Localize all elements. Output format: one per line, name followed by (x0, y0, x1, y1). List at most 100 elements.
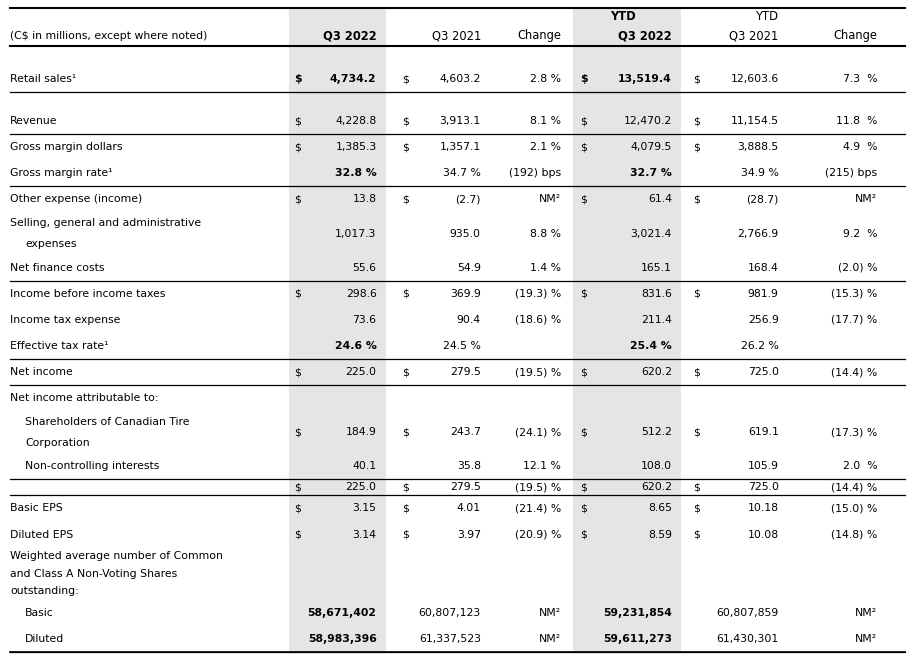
Text: 243.7: 243.7 (450, 427, 481, 437)
Text: 60,807,123: 60,807,123 (419, 608, 481, 618)
Text: 4,734.2: 4,734.2 (330, 74, 377, 84)
Text: $: $ (402, 142, 409, 152)
Text: Effective tax rate¹: Effective tax rate¹ (10, 341, 109, 351)
Text: $: $ (402, 289, 409, 299)
Text: 12,470.2: 12,470.2 (623, 117, 672, 126)
Text: $: $ (580, 117, 588, 126)
Text: $: $ (294, 367, 302, 377)
Text: 12.1 %: 12.1 % (524, 461, 561, 471)
Text: $: $ (580, 289, 588, 299)
Text: $: $ (402, 427, 409, 437)
Text: 61,430,301: 61,430,301 (717, 634, 779, 644)
Text: 34.9 %: 34.9 % (741, 168, 779, 178)
Text: 10.18: 10.18 (748, 503, 779, 514)
Text: 8.1 %: 8.1 % (530, 117, 561, 126)
Text: 10.08: 10.08 (748, 530, 779, 540)
Text: 24.5 %: 24.5 % (443, 341, 481, 351)
Text: 73.6: 73.6 (353, 315, 377, 325)
Text: 11.8  %: 11.8 % (836, 117, 877, 126)
Text: $: $ (693, 367, 700, 377)
Text: 90.4: 90.4 (457, 315, 481, 325)
Text: $: $ (294, 503, 302, 514)
Text: Basic: Basic (25, 608, 54, 618)
Text: Net income: Net income (10, 367, 73, 377)
Text: (2.0) %: (2.0) % (838, 263, 877, 273)
Text: $: $ (294, 427, 302, 437)
Text: $: $ (294, 74, 302, 84)
Text: 8.65: 8.65 (648, 503, 672, 514)
Text: 32.7 %: 32.7 % (630, 168, 672, 178)
Text: $: $ (693, 427, 700, 437)
Text: (19.3) %: (19.3) % (515, 289, 561, 299)
Text: NM²: NM² (539, 608, 561, 618)
Text: 981.9: 981.9 (748, 289, 779, 299)
Text: 725.0: 725.0 (748, 483, 779, 493)
Text: 7.3  %: 7.3 % (843, 74, 877, 84)
Text: $: $ (294, 195, 302, 205)
Text: 25.4 %: 25.4 % (630, 341, 672, 351)
Text: 24.6 %: 24.6 % (335, 341, 377, 351)
Text: $: $ (402, 530, 409, 540)
Text: (20.9) %: (20.9) % (515, 530, 561, 540)
Text: Other expense (income): Other expense (income) (10, 195, 143, 205)
Text: 256.9: 256.9 (748, 315, 779, 325)
Text: 34.7 %: 34.7 % (443, 168, 481, 178)
Bar (573, 8, 681, 652)
Text: 512.2: 512.2 (641, 427, 672, 437)
Text: 225.0: 225.0 (345, 367, 377, 377)
Text: Net income attributable to:: Net income attributable to: (10, 393, 158, 403)
Text: 3,021.4: 3,021.4 (631, 228, 672, 238)
Text: 11,154.5: 11,154.5 (730, 117, 779, 126)
Text: 3.97: 3.97 (457, 530, 481, 540)
Text: Q3 2021: Q3 2021 (431, 30, 481, 42)
Text: Weighted average number of Common: Weighted average number of Common (10, 551, 223, 561)
Text: 2,766.9: 2,766.9 (738, 228, 779, 238)
Text: $: $ (580, 367, 588, 377)
Text: 40.1: 40.1 (353, 461, 377, 471)
Text: 58,983,396: 58,983,396 (308, 634, 377, 644)
Text: 58,671,402: 58,671,402 (308, 608, 377, 618)
Text: $: $ (294, 117, 302, 126)
Text: Basic EPS: Basic EPS (10, 503, 63, 514)
Text: $: $ (693, 483, 700, 493)
Text: (19.5) %: (19.5) % (515, 367, 561, 377)
Text: 59,611,273: 59,611,273 (603, 634, 672, 644)
Text: $: $ (402, 195, 409, 205)
Text: $: $ (402, 117, 409, 126)
Text: $: $ (580, 142, 588, 152)
Text: (15.3) %: (15.3) % (831, 289, 877, 299)
Text: 35.8: 35.8 (457, 461, 481, 471)
Text: Shareholders of Canadian Tire: Shareholders of Canadian Tire (25, 416, 189, 427)
Text: $: $ (693, 195, 700, 205)
Text: 4.01: 4.01 (457, 503, 481, 514)
Text: (192) bps: (192) bps (509, 168, 561, 178)
Text: 4,079.5: 4,079.5 (631, 142, 672, 152)
Text: 61,337,523: 61,337,523 (419, 634, 481, 644)
Text: 3,888.5: 3,888.5 (738, 142, 779, 152)
Text: (17.7) %: (17.7) % (831, 315, 877, 325)
Text: Gross margin rate¹: Gross margin rate¹ (10, 168, 112, 178)
Text: $: $ (580, 530, 588, 540)
Text: $: $ (580, 195, 588, 205)
Text: 725.0: 725.0 (748, 367, 779, 377)
Text: 168.4: 168.4 (748, 263, 779, 273)
Text: (24.1) %: (24.1) % (515, 427, 561, 437)
Text: NM²: NM² (539, 195, 561, 205)
Text: Change: Change (834, 30, 877, 42)
Text: $: $ (693, 142, 700, 152)
Text: (17.3) %: (17.3) % (831, 427, 877, 437)
Text: 4,603.2: 4,603.2 (440, 74, 481, 84)
Text: $: $ (402, 503, 409, 514)
Text: 225.0: 225.0 (345, 483, 377, 493)
Text: $: $ (693, 289, 700, 299)
Bar (289, 8, 386, 652)
Text: NM²: NM² (856, 608, 877, 618)
Text: 4,228.8: 4,228.8 (335, 117, 377, 126)
Text: 32.8 %: 32.8 % (335, 168, 377, 178)
Text: (14.8) %: (14.8) % (831, 530, 877, 540)
Text: Q3 2021: Q3 2021 (729, 30, 779, 42)
Text: (14.4) %: (14.4) % (831, 483, 877, 493)
Text: $: $ (580, 503, 588, 514)
Text: Q3 2022: Q3 2022 (618, 30, 672, 42)
Text: 8.59: 8.59 (648, 530, 672, 540)
